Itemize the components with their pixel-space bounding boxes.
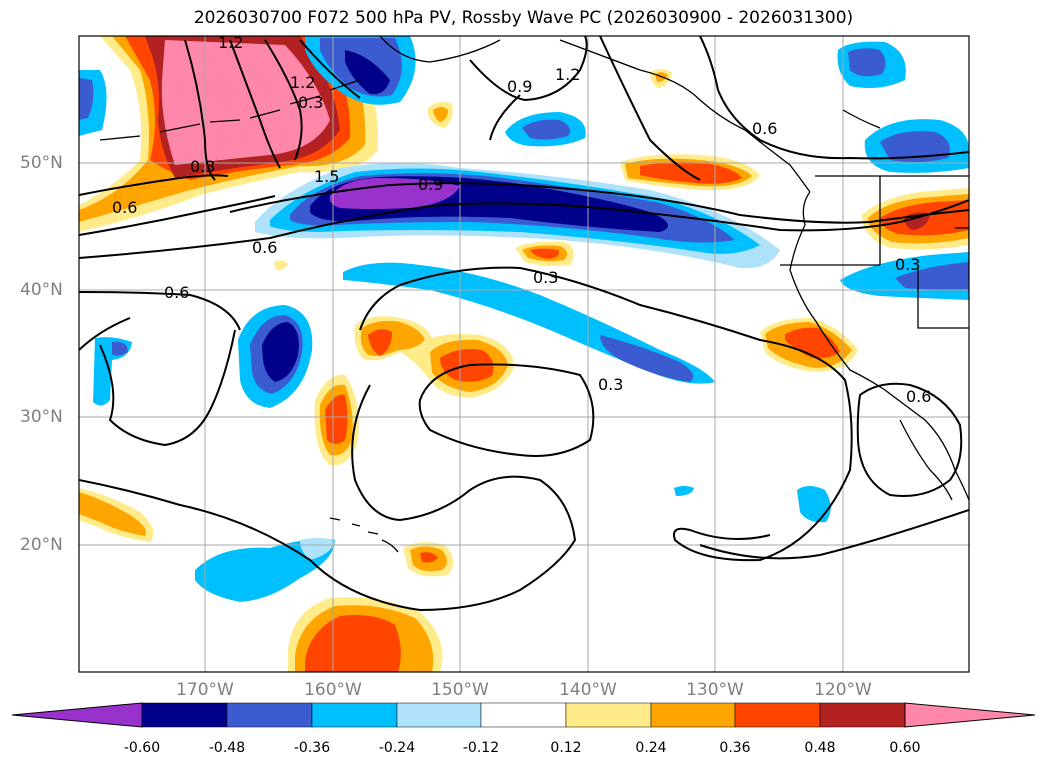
colorbar-tick-label: -0.24 xyxy=(378,740,416,756)
contour-label: 0.3 xyxy=(533,268,558,287)
graticule xyxy=(79,36,969,672)
contour-label: 1.2 xyxy=(218,33,243,52)
pos-west-red xyxy=(325,394,348,444)
colorbar-tick-label: -0.60 xyxy=(123,740,161,756)
contour-06-upper xyxy=(469,36,588,102)
colorbar-extend-max xyxy=(904,702,1036,728)
contour-label: 0.9 xyxy=(418,175,443,194)
pos-small-1c xyxy=(420,552,438,563)
contour-12-band xyxy=(229,182,969,224)
colorbar-bin xyxy=(819,702,906,728)
lon-label: 170°W xyxy=(176,680,234,700)
contour-label: 0.6 xyxy=(112,198,137,217)
colorbar-bin xyxy=(226,702,313,728)
map-frame xyxy=(78,35,970,673)
colorbar xyxy=(11,702,1036,728)
lon-label: 130°W xyxy=(686,680,744,700)
colorbar-tick-label: -0.36 xyxy=(293,740,331,756)
contour-labels: 1.2 0.9 1.2 0.6 0.3 1.2 1.5 0.9 0.6 0.6 … xyxy=(112,33,931,406)
colorbar-bin xyxy=(650,702,736,728)
pos-small-2b xyxy=(433,107,448,122)
contour-upper-ring xyxy=(489,36,701,181)
contour-label: 0.6 xyxy=(252,238,277,257)
colorbar-tick-label: 0.36 xyxy=(719,740,751,756)
neg-leftedge-mid xyxy=(79,78,94,120)
neg-se-sky xyxy=(797,486,831,523)
colorbar-tick-label: 0.24 xyxy=(635,740,667,756)
coastlines xyxy=(99,36,969,553)
contour-label: 1.2 xyxy=(555,65,580,84)
neg-south-light xyxy=(300,537,335,560)
contour-09-band xyxy=(79,199,969,259)
contour-03-center xyxy=(359,266,853,562)
neg-topright-mid xyxy=(848,48,886,77)
hawaii xyxy=(329,517,399,553)
lon-label: 140°W xyxy=(559,680,617,700)
contour-label: 0.6 xyxy=(164,283,189,302)
colorbar-bin xyxy=(311,702,398,728)
contour-se-line xyxy=(699,509,969,560)
pos-south-red xyxy=(305,615,401,672)
lat-label: 20°N xyxy=(20,535,63,555)
contour-03-inner xyxy=(418,363,595,457)
lat-label: 30°N xyxy=(20,407,63,427)
pos-center-red-2 xyxy=(368,329,392,356)
contour-west-loop xyxy=(99,329,236,447)
pos-mid-red xyxy=(530,248,559,259)
lon-label: 160°W xyxy=(304,680,362,700)
neg-band-purple xyxy=(329,178,460,209)
colorbar-tick-label: 0.48 xyxy=(804,740,836,756)
colorbar-bin xyxy=(734,702,821,728)
neg-topcenter-dark xyxy=(345,50,390,95)
contour-label: 0.3 xyxy=(298,93,323,112)
colorbar-bin xyxy=(480,702,567,728)
contour-06-nw xyxy=(79,174,276,236)
neg-west-dark xyxy=(262,322,299,382)
contour-label: 0.9 xyxy=(507,77,532,96)
neg-rightedge-mid xyxy=(880,131,950,163)
contour-label: 0.3 xyxy=(895,255,920,274)
alaska-coast xyxy=(379,36,811,193)
contour-label: 1.2 xyxy=(290,73,315,92)
contour-label: 0.6 xyxy=(906,387,931,406)
colorbar-tick-label: -0.12 xyxy=(462,740,500,756)
bc-coast xyxy=(789,191,969,501)
colorbar-bin xyxy=(565,702,652,728)
contour-label: 1.5 xyxy=(314,167,339,186)
colorbar-tick-label: 0.12 xyxy=(550,740,582,756)
colorbar-extend-min xyxy=(11,702,143,728)
lon-label: 150°W xyxy=(431,680,489,700)
pv-contours xyxy=(79,36,969,612)
baja-coast xyxy=(899,419,953,501)
contour-right-line xyxy=(699,36,969,160)
aleutians xyxy=(99,79,361,141)
neg-diag-mid xyxy=(600,335,694,382)
pos-small-4 xyxy=(274,260,288,271)
colorbar-bin xyxy=(396,702,482,728)
colorbar-bin xyxy=(141,702,228,728)
colorbar-tick-label: 0.60 xyxy=(889,740,921,756)
contour-label: 0.6 xyxy=(752,119,777,138)
neg-south-sky xyxy=(195,539,335,602)
neg-east-band-mid xyxy=(895,262,969,290)
lon-label: 120°W xyxy=(814,680,872,700)
pos-sw-orange xyxy=(79,492,146,536)
contour-label: 0.3 xyxy=(190,157,215,176)
neg-ne-mid xyxy=(522,119,571,140)
colorbar-tick-label: -0.48 xyxy=(208,740,246,756)
contour-nw-lines xyxy=(184,39,361,181)
neg-se-small xyxy=(674,486,694,496)
contour-label: 0.3 xyxy=(598,375,623,394)
contour-east-loop xyxy=(856,382,963,497)
lat-label: 50°N xyxy=(20,153,63,173)
contour-06-west xyxy=(79,291,577,612)
neg-small-mid-1 xyxy=(112,341,128,356)
pos-ne-red xyxy=(640,162,742,184)
chart-title: 2026030700 F072 500 hPa PV, Rossby Wave … xyxy=(193,8,854,28)
us-borders xyxy=(780,109,969,329)
lat-label: 40°N xyxy=(20,280,63,300)
